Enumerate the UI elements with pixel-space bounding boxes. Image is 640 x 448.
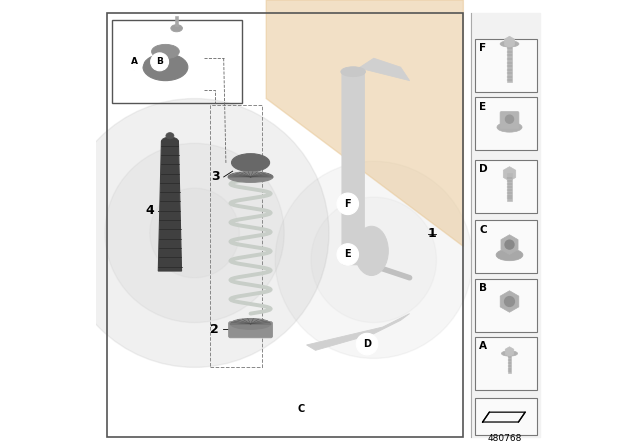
Ellipse shape xyxy=(143,54,188,81)
FancyBboxPatch shape xyxy=(228,322,273,338)
Text: C: C xyxy=(479,225,486,235)
Circle shape xyxy=(337,193,358,215)
Ellipse shape xyxy=(152,44,179,59)
FancyBboxPatch shape xyxy=(475,97,538,150)
Text: E: E xyxy=(479,102,486,112)
Circle shape xyxy=(150,188,239,278)
Ellipse shape xyxy=(171,25,182,32)
Bar xyxy=(471,13,540,437)
Bar xyxy=(508,173,512,201)
FancyBboxPatch shape xyxy=(342,71,364,265)
Text: F: F xyxy=(479,43,486,53)
Ellipse shape xyxy=(502,351,518,356)
Text: B: B xyxy=(156,57,163,66)
Polygon shape xyxy=(307,314,410,350)
Text: E: E xyxy=(344,250,351,259)
Circle shape xyxy=(291,398,312,419)
Bar xyxy=(508,353,511,373)
Text: B: B xyxy=(479,283,487,293)
Text: 4: 4 xyxy=(145,204,154,217)
Polygon shape xyxy=(503,167,516,181)
Text: F: F xyxy=(344,199,351,209)
Ellipse shape xyxy=(232,154,269,172)
Text: A: A xyxy=(131,57,138,66)
Ellipse shape xyxy=(166,133,174,139)
FancyBboxPatch shape xyxy=(475,279,538,332)
Text: C: C xyxy=(298,404,305,414)
Circle shape xyxy=(356,333,378,355)
FancyBboxPatch shape xyxy=(475,398,538,435)
Ellipse shape xyxy=(497,122,522,132)
Circle shape xyxy=(125,53,143,71)
Polygon shape xyxy=(501,235,518,254)
Text: 2: 2 xyxy=(211,323,220,336)
Circle shape xyxy=(275,161,472,358)
FancyBboxPatch shape xyxy=(475,39,538,92)
Ellipse shape xyxy=(161,137,179,145)
Circle shape xyxy=(150,53,168,71)
Polygon shape xyxy=(158,141,182,271)
Text: A: A xyxy=(479,341,487,351)
Circle shape xyxy=(105,143,284,323)
Polygon shape xyxy=(505,347,514,357)
Ellipse shape xyxy=(496,249,523,261)
Text: D: D xyxy=(363,339,371,349)
Text: 1: 1 xyxy=(428,227,436,241)
Polygon shape xyxy=(504,36,515,48)
Text: D: D xyxy=(479,164,488,174)
FancyBboxPatch shape xyxy=(475,220,538,273)
Ellipse shape xyxy=(228,172,273,182)
Polygon shape xyxy=(353,58,410,81)
Ellipse shape xyxy=(230,319,271,329)
FancyBboxPatch shape xyxy=(475,160,538,213)
Bar xyxy=(508,43,512,82)
FancyBboxPatch shape xyxy=(500,112,519,129)
FancyBboxPatch shape xyxy=(475,337,538,390)
Text: 3: 3 xyxy=(211,170,220,184)
Polygon shape xyxy=(500,291,519,312)
Circle shape xyxy=(337,244,358,265)
Circle shape xyxy=(311,197,436,323)
Circle shape xyxy=(505,240,514,249)
Bar xyxy=(175,16,178,26)
Ellipse shape xyxy=(355,226,388,276)
Polygon shape xyxy=(266,0,463,246)
Text: 480768: 480768 xyxy=(488,434,522,443)
Circle shape xyxy=(60,99,329,367)
Ellipse shape xyxy=(341,67,365,77)
Ellipse shape xyxy=(500,41,519,47)
Circle shape xyxy=(506,115,513,123)
Circle shape xyxy=(504,297,515,306)
